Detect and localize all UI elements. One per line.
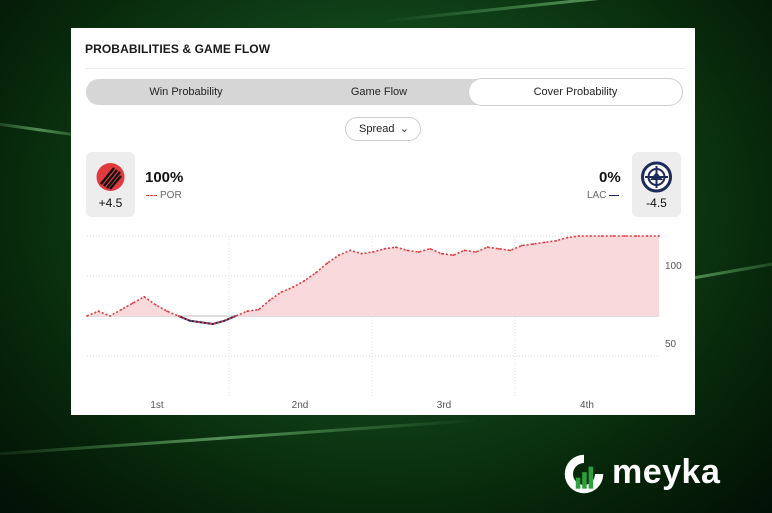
data-point	[646, 235, 649, 237]
x-label-3rd: 3rd	[437, 400, 451, 411]
x-label-1st: 1st	[150, 400, 164, 411]
data-point	[383, 247, 386, 250]
data-point	[406, 249, 409, 252]
away-legend-line	[609, 194, 620, 196]
data-point	[566, 236, 569, 239]
market-select-value: Spread	[359, 123, 395, 135]
home-team-abbr: POR	[160, 190, 182, 201]
por-probability-area	[87, 236, 659, 316]
away-legend: LAC	[587, 190, 620, 201]
data-point	[360, 252, 363, 255]
data-point	[635, 235, 638, 237]
view-tabs: Win Probability Game Flow Cover Probabil…	[86, 79, 683, 105]
panel-title: PROBABILITIES & GAME FLOW	[85, 42, 271, 56]
data-point	[108, 315, 111, 317]
data-point	[520, 244, 523, 247]
data-point	[86, 315, 88, 317]
home-team-card[interactable]: +4.5	[86, 152, 135, 217]
data-point	[223, 319, 226, 322]
data-point	[177, 315, 180, 317]
data-point	[543, 241, 546, 244]
data-point	[600, 235, 603, 237]
data-point	[211, 323, 214, 325]
data-point	[303, 279, 306, 282]
y-tick-top: 100	[665, 261, 682, 272]
title-divider	[85, 68, 685, 69]
data-point	[189, 319, 191, 322]
data-point	[486, 246, 489, 249]
home-spread: +4.5	[98, 196, 123, 210]
data-point	[246, 310, 249, 313]
away-team-abbr: LAC	[587, 190, 607, 201]
meyka-logo-icon	[564, 454, 604, 494]
clippers-logo-icon	[641, 161, 672, 193]
data-point	[475, 251, 477, 253]
data-point	[280, 291, 283, 293]
data-point	[612, 235, 615, 237]
data-point	[555, 239, 557, 242]
away-spread: -4.5	[646, 196, 667, 210]
data-point	[589, 235, 592, 237]
home-cover-percent: 100%	[145, 169, 184, 186]
data-point	[143, 295, 146, 298]
data-point	[269, 299, 271, 301]
data-point	[257, 308, 260, 311]
data-point	[326, 262, 329, 265]
away-cover-percent: 0%	[599, 169, 621, 186]
data-point	[292, 286, 294, 289]
data-point	[429, 247, 432, 250]
cover-probability-chart: 100 50 100 1st 2nd 3rd 4th	[86, 235, 682, 411]
background-streak	[379, 0, 772, 23]
data-point	[417, 251, 420, 253]
market-select[interactable]: Spread ⌄	[345, 117, 421, 141]
data-point	[314, 271, 317, 274]
home-legend: POR	[146, 190, 182, 201]
data-point	[463, 249, 466, 252]
probabilities-panel: PROBABILITIES & GAME FLOW Win Probabilit…	[71, 28, 695, 415]
data-point	[131, 302, 134, 305]
data-point	[372, 251, 374, 253]
tab-cover-probability[interactable]: Cover Probability	[469, 79, 682, 105]
data-point	[97, 310, 100, 313]
data-point	[234, 315, 237, 317]
data-point	[578, 235, 580, 237]
data-point	[440, 252, 443, 255]
data-point	[154, 303, 157, 306]
tab-game-flow[interactable]: Game Flow	[350, 86, 408, 98]
x-label-4th: 4th	[580, 400, 594, 411]
away-team-card[interactable]: -4.5	[632, 152, 681, 217]
home-legend-line	[146, 194, 157, 196]
data-point	[532, 243, 535, 245]
data-point	[349, 249, 352, 252]
data-point	[200, 321, 203, 324]
data-point	[623, 235, 626, 237]
data-point	[394, 246, 397, 249]
background-streak	[0, 418, 479, 458]
x-label-2nd: 2nd	[292, 400, 309, 411]
trail-blazers-logo-icon	[96, 163, 125, 191]
data-point	[120, 308, 123, 311]
data-point	[337, 254, 340, 257]
data-point	[509, 249, 512, 252]
y-tick-mid: 50	[665, 339, 677, 350]
tab-win-probability[interactable]: Win Probability	[149, 86, 223, 98]
chevron-down-icon: ⌄	[399, 123, 409, 135]
data-point	[166, 310, 168, 313]
data-point	[497, 247, 500, 250]
data-point	[658, 235, 660, 237]
brand-name: meyka	[612, 453, 721, 491]
data-point	[452, 254, 454, 257]
